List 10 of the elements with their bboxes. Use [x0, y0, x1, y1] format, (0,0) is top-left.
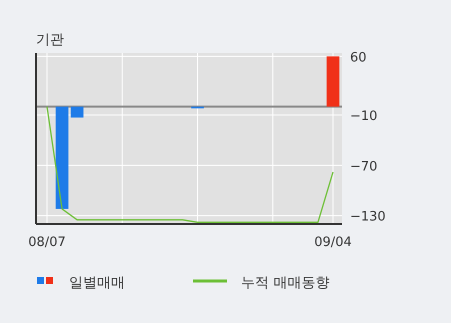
- y-tick-label: −130: [350, 210, 386, 225]
- x-tick-label: 08/07: [28, 235, 66, 250]
- legend-label: 일별매매: [69, 275, 125, 291]
- x-tick-label: 09/04: [314, 235, 352, 250]
- line-series: [46, 106, 334, 223]
- legend-label: 누적 매매동향: [241, 275, 330, 291]
- y-tick-label: −70: [350, 159, 378, 174]
- chart-title: 기관: [36, 32, 64, 48]
- y-tick-label: −10: [350, 109, 378, 124]
- y-tick-label: 60: [350, 50, 367, 66]
